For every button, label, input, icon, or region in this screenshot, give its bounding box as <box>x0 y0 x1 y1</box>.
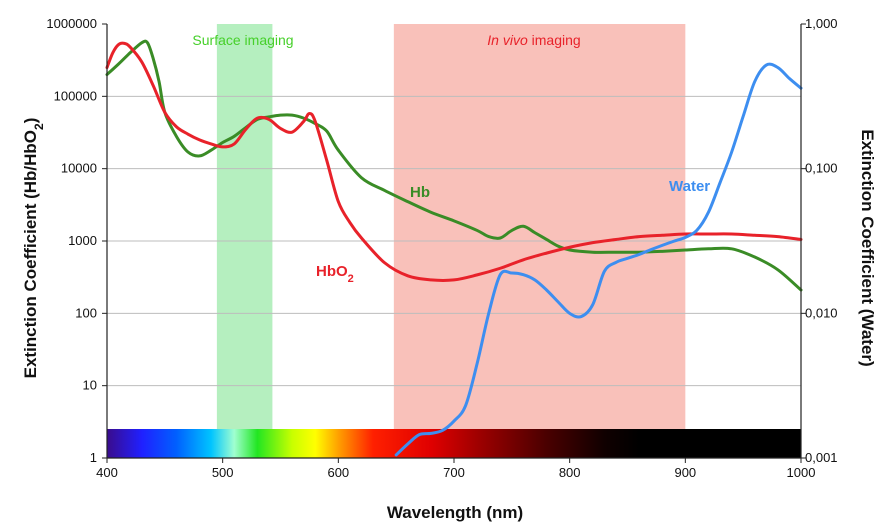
x-tick-label-5: 900 <box>674 465 696 480</box>
x-tick-label-0: 400 <box>96 465 118 480</box>
spectrum-bar <box>107 429 801 458</box>
x-tick-label-3: 700 <box>443 465 465 480</box>
series-label-hbo2-sub: 2 <box>348 273 354 285</box>
visible-spectrum-bar <box>107 429 801 458</box>
series-line-hb <box>105 39 803 292</box>
y-tick-label-5: 100000 <box>54 88 97 103</box>
labels: Surface imaging In vivo imaging Hb HbO2 Wate… <box>192 32 710 285</box>
x-tick-label-1: 500 <box>212 465 234 480</box>
y-tick-label-2: 100 <box>75 305 97 320</box>
y2-tick-label-3: 1,000 <box>805 16 838 31</box>
region-label-invivo-italic: In vivo <box>487 32 528 48</box>
y-tick-label-3: 1000 <box>68 233 97 248</box>
region-label-surface: Surface imaging <box>192 32 293 48</box>
series-label-hbo2: HbO2 <box>316 263 354 285</box>
region-label-invivo: In vivo imaging <box>487 32 580 48</box>
y-tick-label-6: 1000000 <box>46 16 97 31</box>
x-tick-label-2: 600 <box>327 465 349 480</box>
y2-axis-title: Extinction Coefficient (Water) <box>858 129 877 366</box>
y-axis-title-main: Extinction Coefficient (Hb/HbO <box>21 130 40 378</box>
y2-tick-label-1: 0,010 <box>805 305 838 320</box>
y2-tick-label-0: 0,001 <box>805 450 838 465</box>
series-line-water <box>394 62 803 457</box>
y-axis-title-sub: 2 <box>32 123 46 130</box>
axes: 400 500 600 700 800 900 1000 1 10 100 1000 10000 100… <box>46 16 837 480</box>
x-tick-label-4: 800 <box>559 465 581 480</box>
y-axis-title: Extinction Coefficient (Hb/HbO2) <box>21 118 46 379</box>
y2-tick-label-2: 0,100 <box>805 161 838 176</box>
gridlines <box>107 95 801 387</box>
x-tick-label-6: 1000 <box>787 465 816 480</box>
series-label-hbo2-main: HbO <box>316 263 348 280</box>
series-line-hbo2 <box>105 41 803 282</box>
region-label-invivo-rest: imaging <box>528 32 581 48</box>
y-axis-title-end: ) <box>21 118 40 124</box>
x-axis-title: Wavelength (nm) <box>387 503 523 522</box>
series-label-hb: Hb <box>410 184 430 201</box>
y-tick-label-0: 1 <box>90 450 97 465</box>
series-lines <box>105 39 803 457</box>
y-tick-label-1: 10 <box>83 378 97 393</box>
y-tick-label-4: 10000 <box>61 161 97 176</box>
series-label-water: Water <box>669 178 710 195</box>
